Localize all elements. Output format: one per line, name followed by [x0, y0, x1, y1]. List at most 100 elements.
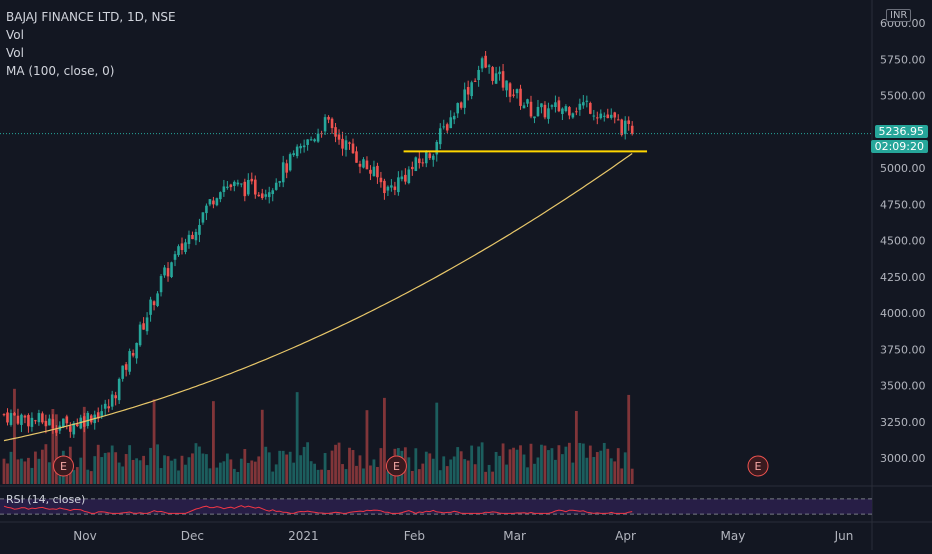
candle-body [135, 342, 138, 359]
volume-bar [292, 462, 296, 484]
candle-body [512, 94, 515, 96]
volume-bar [508, 449, 512, 484]
candle-body [222, 186, 226, 193]
volume-bar [16, 459, 20, 484]
candle-body [313, 139, 316, 142]
candle-body [438, 128, 442, 145]
candle-body [536, 106, 540, 117]
volume-bar [79, 457, 83, 484]
volume-bar [285, 454, 289, 484]
candle-body [452, 115, 456, 120]
earnings-mark [53, 455, 74, 477]
volume-bar [156, 444, 159, 484]
volume-bar [320, 469, 323, 484]
legend-moving-average[interactable]: MA (100, close, 0) [6, 64, 115, 78]
candle-body [575, 111, 578, 113]
candle-body [606, 114, 610, 119]
currency-badge[interactable]: INR [886, 9, 912, 22]
candle-body [564, 106, 568, 112]
volume-bar [114, 452, 118, 484]
candle-body [519, 88, 522, 106]
candle-body [285, 163, 288, 173]
volume-bar [620, 468, 624, 484]
volume-bar [410, 470, 414, 484]
volume-bar [288, 451, 292, 484]
volume-bar [205, 454, 208, 484]
candle-body [505, 80, 508, 91]
y-tick-label: 5750.00 [880, 53, 926, 66]
candle-body [411, 166, 414, 170]
volume-bar [229, 459, 233, 484]
volume-bar [260, 409, 264, 484]
candle-body [16, 415, 20, 424]
legend-symbol[interactable]: BAJAJ FINANCE LTD, 1D, NSE [6, 10, 176, 24]
candle-body [212, 200, 215, 205]
candle-body [278, 181, 282, 183]
candle-body [369, 169, 372, 174]
candle-body [180, 243, 184, 250]
volume-bar [501, 443, 505, 484]
volume-bar [616, 448, 620, 484]
volume-bar [480, 442, 484, 484]
volume-bar [529, 443, 533, 484]
candle-body [124, 364, 128, 370]
legend-volume-2[interactable]: Vol [6, 46, 24, 60]
volume-bar [82, 406, 86, 484]
x-tick-label: Feb [404, 529, 425, 543]
volume-bar [40, 449, 44, 484]
volume-bar [463, 459, 467, 484]
legend-rsi[interactable]: RSI (14, close) [6, 493, 86, 506]
volume-bar [201, 453, 205, 484]
volume-bar [372, 459, 376, 484]
volume-bar [330, 450, 334, 484]
candle-body [355, 151, 358, 163]
earnings-mark-label: E [393, 460, 400, 473]
volume-bar [2, 458, 6, 484]
candle-body [264, 194, 268, 197]
candle-body [86, 412, 90, 426]
volume-bar [23, 461, 27, 484]
volume-bar [484, 471, 488, 484]
volume-bar [609, 458, 613, 484]
volume-bar [264, 446, 268, 484]
volume-bar [592, 457, 596, 484]
legend-volume[interactable]: Vol [6, 28, 24, 42]
volume-bar [166, 456, 170, 484]
volume-bar [121, 466, 125, 484]
volume-bar [184, 464, 187, 484]
volume-bar [316, 469, 320, 484]
y-tick-label: 4000.00 [880, 307, 926, 320]
volume-bar [30, 467, 34, 484]
candle-body [247, 179, 250, 195]
candle-body [589, 102, 592, 114]
candle-body [156, 293, 159, 306]
volume-bar [498, 455, 501, 484]
volume-bar [459, 451, 463, 484]
candle-body [55, 429, 58, 433]
candle-body [445, 124, 449, 131]
y-tick-label: 4500.00 [880, 235, 926, 248]
volume-bar [135, 458, 139, 484]
rsi-band [0, 498, 872, 515]
volume-bar [27, 457, 30, 484]
volume-bar [225, 453, 229, 484]
candle-body [568, 107, 571, 116]
volume-bar [20, 458, 23, 484]
volume-bar [348, 447, 351, 484]
volume-bar [212, 401, 215, 484]
volume-bar [564, 446, 568, 484]
volume-bar [191, 453, 194, 484]
volume-bar [124, 454, 128, 484]
volume-bar [96, 444, 100, 484]
y-tick-label: 5500.00 [880, 90, 926, 103]
candle-body [233, 181, 236, 186]
candle-body [44, 420, 48, 427]
candle-body [229, 184, 233, 188]
volume-bar [170, 460, 173, 484]
candle-body [337, 134, 341, 140]
candle-body [152, 301, 156, 306]
volume-bar [86, 469, 90, 484]
volume-bar [533, 463, 536, 484]
